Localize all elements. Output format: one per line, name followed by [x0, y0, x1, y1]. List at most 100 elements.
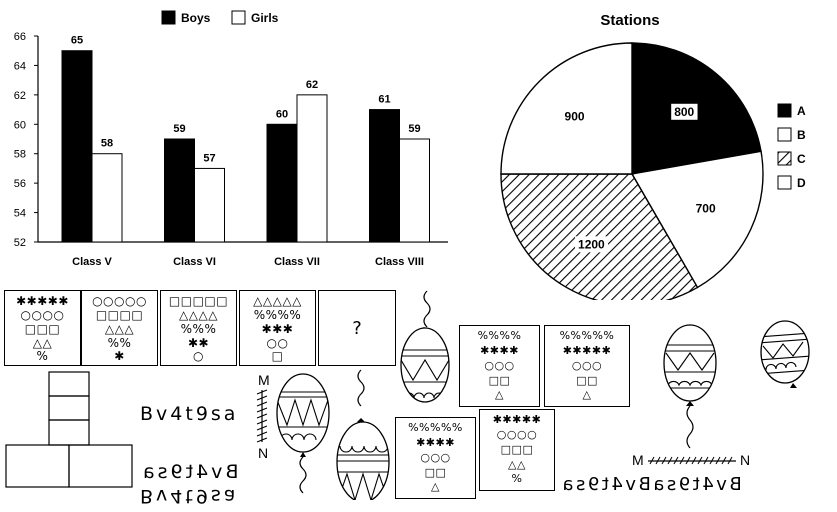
- symbol-row: ✱✱✱✱✱: [562, 344, 612, 357]
- symbol-row: □□: [424, 466, 447, 479]
- pie-legend-label: D: [797, 176, 806, 190]
- mirror-option-1[interactable]: Bv4t9sa: [140, 461, 239, 483]
- puzzle-cell-question[interactable]: ?: [318, 290, 396, 366]
- bar-boys: [266, 123, 298, 243]
- pie-legend-swatch: [777, 127, 792, 142]
- symbol-row: %%%%%: [408, 421, 463, 434]
- pie-legend-swatch: [777, 175, 792, 190]
- bar-boys: [164, 138, 195, 243]
- answer-card-3[interactable]: %%%%% ✱✱✱✱ ○○○ □□ △: [395, 417, 476, 499]
- bar-chart: 52 54 56 58 60 62 64 66 65 58 Class V 59 57 Class VI…: [14, 10, 448, 268]
- mirror-line-horizontal: [648, 456, 736, 465]
- symbol-row: □: [271, 349, 284, 363]
- bar-data-label: 59: [173, 123, 185, 135]
- pie-label-box: [671, 103, 698, 120]
- bar-data-label: 62: [306, 79, 318, 91]
- symbol-row: %%%%%: [559, 329, 615, 342]
- bar-boys: [369, 109, 400, 243]
- legend-label: Girls: [251, 11, 279, 25]
- answer-card-2[interactable]: %%%%% ✱✱✱✱✱ ○○○ □□ △: [544, 325, 630, 407]
- pie-label-box: [692, 200, 719, 217]
- symbol-row: ✱✱✱: [261, 322, 294, 336]
- x-tick-label: Class VII: [274, 256, 320, 268]
- symbol-row: ✱: [114, 349, 125, 363]
- symbol-row: □□: [576, 374, 598, 387]
- mirror-label-m-right: M: [632, 452, 644, 468]
- mirror-option-2-text: Bv4t9sa: [140, 485, 239, 507]
- symbol-row: ✱✱: [187, 336, 210, 350]
- y-tick-label: 54: [14, 208, 26, 220]
- pie-label-box: [561, 108, 588, 125]
- bar-boys: [61, 50, 93, 243]
- puzzle-cell-4: △△△△△ %%%% ✱✱✱ ○○ □: [239, 290, 316, 366]
- pie-data-label: 1200: [578, 237, 605, 251]
- bar-girls: [296, 94, 328, 243]
- bar-girls: [399, 138, 430, 243]
- bar-girls: [91, 153, 123, 243]
- mirror-option-2[interactable]: Bv4t9sa: [140, 485, 239, 507]
- pie-title: Stations: [600, 12, 659, 29]
- mirror-label-m: M: [258, 372, 270, 388]
- y-tick-label: 58: [14, 149, 26, 161]
- symbol-row: △: [431, 480, 440, 493]
- symbol-row: %: [511, 472, 523, 485]
- mirror-line-vertical: [256, 389, 268, 443]
- pie-slice-b: [630, 150, 764, 289]
- pie-legend-swatch: [777, 103, 792, 118]
- symbol-row: %%%: [180, 322, 217, 336]
- pie-label-box: [575, 236, 609, 253]
- pie-legend-label: C: [797, 152, 806, 166]
- bar-girls: [194, 167, 225, 243]
- symbol-row: %%%%: [477, 329, 522, 342]
- puzzle-cell-2: ○○○○○ □□□□ △△△ %% ✱: [81, 290, 158, 366]
- symbol-row: %%%%: [253, 308, 302, 322]
- symbol-row: ○○: [266, 336, 289, 350]
- symbol-row: ○○○○○: [92, 294, 147, 308]
- symbol-row: ✱✱✱✱✱: [16, 294, 69, 308]
- symbol-row: △△△△: [179, 308, 218, 322]
- symbol-row: □□□: [24, 322, 61, 336]
- symbol-row: △△: [508, 458, 526, 471]
- box-net-figure: [5, 371, 133, 488]
- pie-slice-d: [500, 42, 633, 175]
- symbol-row: ○: [193, 349, 204, 363]
- symbol-row: □□□: [500, 443, 534, 456]
- symbol-row: %: [36, 349, 49, 363]
- answer-card-4[interactable]: ✱✱✱✱✱ ○○○○ □□□ △△ %: [479, 409, 555, 491]
- y-tick-label: 62: [14, 90, 26, 102]
- balloon-d: [663, 324, 717, 449]
- mirror-label-n: N: [258, 445, 269, 461]
- y-tick-label: 64: [14, 60, 26, 72]
- mirror-option-1-text: Bv4t9sa: [140, 461, 239, 483]
- balloon-b: [400, 290, 450, 403]
- symbol-row: ✱✱✱✱: [416, 436, 455, 449]
- pie-data-label: 700: [696, 201, 716, 215]
- symbol-row: ○○○○: [20, 308, 65, 322]
- legend-swatch: [231, 10, 246, 25]
- bar-data-label: 59: [408, 123, 420, 135]
- bar-data-label: 60: [276, 108, 288, 120]
- symbol-row: △: [495, 388, 504, 401]
- symbol-row: □□: [488, 374, 511, 387]
- mirror-original-text: Bv4t9sa: [140, 403, 239, 425]
- bar-data-label: 65: [71, 35, 83, 47]
- x-tick-label: Class VIII: [375, 256, 424, 268]
- answer-card-1[interactable]: %%%% ✱✱✱✱ ○○○ □□ △: [459, 325, 540, 407]
- y-tick-label: 56: [14, 178, 26, 190]
- bar-data-label: 61: [378, 94, 390, 106]
- pie-legend-label: A: [797, 104, 806, 118]
- symbol-row: □□□□: [95, 308, 144, 322]
- symbol-row: △△△△△: [253, 294, 302, 308]
- mirror-label-n-right: N: [740, 452, 751, 468]
- symbol-row: ○○○: [420, 451, 451, 464]
- pie-data-label: 800: [674, 105, 694, 119]
- puzzle-cell-1: ✱✱✱✱✱ ○○○○ □□□ △△ %: [4, 290, 81, 366]
- legend-label: Boys: [181, 11, 211, 25]
- symbol-row: ✱✱✱✱: [480, 344, 519, 357]
- legend-swatch: [161, 10, 176, 25]
- y-tick-label: 66: [14, 31, 26, 43]
- balloon-a: [276, 373, 330, 494]
- puzzle-cell-3: □□□□□ △△△△ %%% ✱✱ ○: [160, 290, 237, 366]
- x-tick-label: Class VI: [173, 256, 216, 268]
